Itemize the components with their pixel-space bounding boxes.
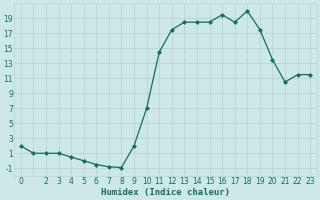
X-axis label: Humidex (Indice chaleur): Humidex (Indice chaleur) [101, 188, 230, 197]
